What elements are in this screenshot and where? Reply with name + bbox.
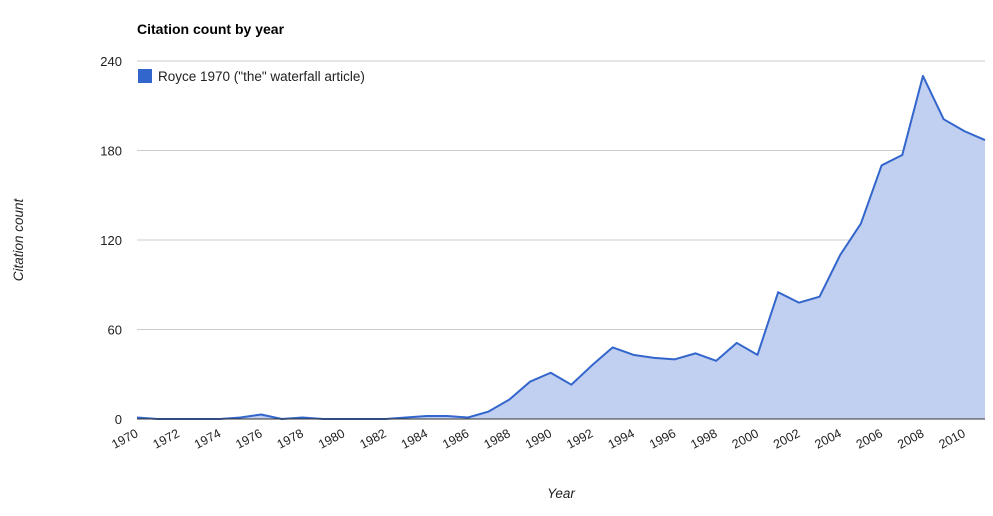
y-axis-ticks: 0 60 120 180 240 [100, 54, 122, 427]
series-area-fill [137, 75, 985, 420]
x-tick-label: 1982 [357, 426, 388, 451]
x-tick-label: 1996 [647, 426, 678, 451]
data-point [548, 370, 553, 375]
data-point [445, 414, 450, 419]
x-tick-label: 1976 [233, 426, 264, 451]
data-point [527, 379, 532, 384]
data-point [858, 221, 863, 226]
x-tick-label: 1988 [482, 426, 513, 451]
x-tick-label: 2002 [771, 426, 802, 451]
legend-label: Royce 1970 ("the" waterfall article) [158, 69, 365, 84]
y-tick-label: 0 [115, 412, 122, 427]
legend: Royce 1970 ("the" waterfall article) [138, 69, 365, 84]
data-point [259, 412, 264, 417]
x-tick-label: 1984 [399, 426, 430, 451]
data-point [486, 409, 491, 414]
x-tick-label: 2008 [895, 426, 926, 451]
data-point [672, 357, 677, 362]
x-tick-label: 1998 [688, 426, 719, 451]
series-line [136, 74, 986, 420]
x-tick-label: 1986 [440, 426, 471, 451]
data-point [714, 358, 719, 363]
data-point [734, 340, 739, 345]
y-axis-title: Citation count [11, 197, 26, 281]
data-point [920, 73, 925, 78]
data-point [610, 345, 615, 350]
chart-title: Citation count by year [137, 21, 285, 37]
data-point [776, 290, 781, 295]
x-tick-label: 2010 [937, 426, 968, 451]
x-tick-label: 2000 [730, 426, 761, 451]
data-point [755, 352, 760, 357]
data-point [962, 129, 967, 134]
data-point [796, 300, 801, 305]
data-point [693, 351, 698, 356]
data-point [631, 352, 636, 357]
x-tick-label: 1994 [606, 426, 637, 451]
data-point [817, 294, 822, 299]
x-tick-label: 2004 [812, 426, 843, 451]
data-point [569, 382, 574, 387]
x-tick-label: 1992 [564, 426, 595, 451]
x-tick-label: 1970 [109, 426, 140, 451]
data-point [424, 414, 429, 419]
x-axis-title: Year [547, 486, 575, 501]
x-tick-label: 1990 [523, 426, 554, 451]
y-tick-label: 180 [100, 144, 122, 159]
data-point [941, 117, 946, 122]
data-point [900, 152, 905, 157]
x-tick-label: 1972 [151, 426, 182, 451]
data-point [879, 163, 884, 168]
data-point [507, 397, 512, 402]
y-tick-label: 120 [100, 233, 122, 248]
data-point [838, 252, 843, 257]
x-tick-label: 1974 [192, 426, 223, 451]
legend-swatch [138, 69, 152, 83]
y-tick-label: 60 [108, 323, 122, 338]
x-tick-label: 1980 [316, 426, 347, 451]
x-tick-label: 2006 [854, 426, 885, 451]
data-point [652, 355, 657, 360]
x-axis-ticks: 1970 1972 1974 1976 1978 1980 1982 1984 1986 1988… [109, 426, 967, 451]
y-tick-label: 240 [100, 54, 122, 69]
data-point [983, 138, 988, 143]
plot-area [136, 73, 988, 420]
data-point [590, 363, 595, 368]
x-tick-label: 1978 [275, 426, 306, 451]
